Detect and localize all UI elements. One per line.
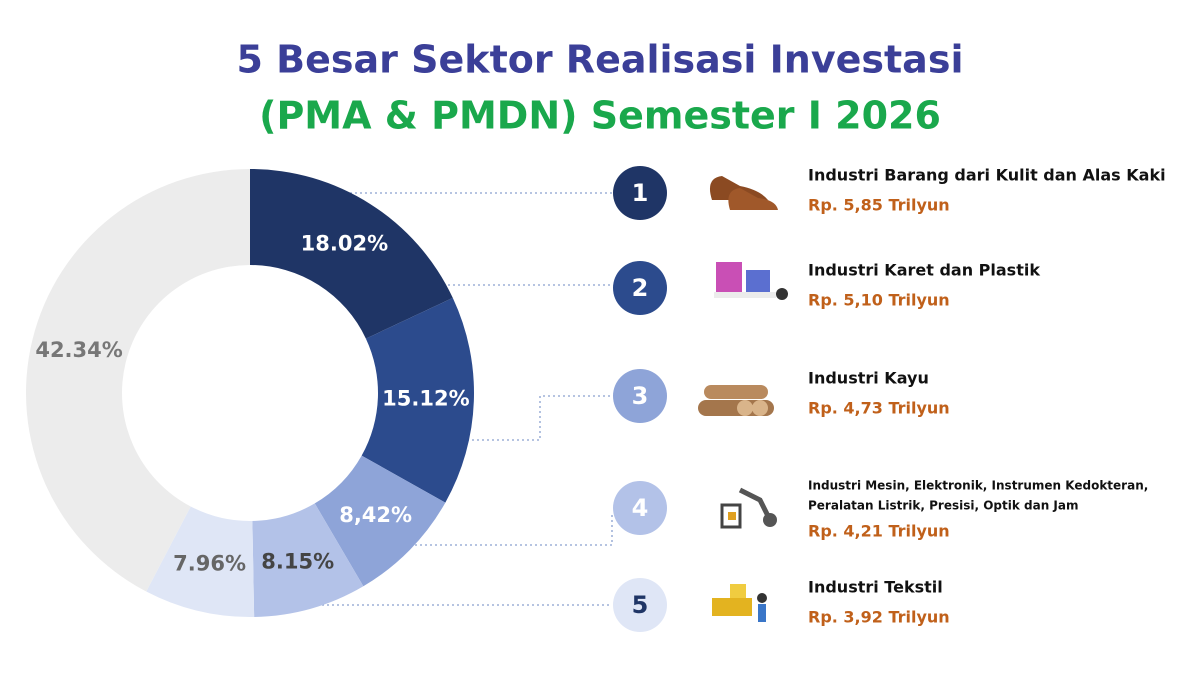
sector-amount: Rp. 4,21 Trilyun	[808, 522, 950, 541]
sector-name: Industri Kayu	[808, 369, 929, 388]
wood-icon	[698, 385, 774, 416]
rank-badge	[613, 261, 667, 315]
value-label: 8.15%	[261, 549, 334, 573]
sector-amount: Rp. 4,73 Trilyun	[808, 399, 950, 418]
donut-segment	[314, 455, 446, 587]
sector-name: Industri Tekstil	[808, 578, 943, 597]
donut-segment	[361, 297, 475, 503]
chart-title: 5 Besar Sektor Realisasi Investasi	[237, 38, 964, 82]
rank-number: 1	[632, 179, 649, 207]
icons	[698, 176, 788, 622]
donut-segment	[252, 503, 364, 617]
sector-amount: Rp. 5,10 Trilyun	[808, 291, 950, 310]
rank-badge	[613, 578, 667, 632]
sector-amount: Rp. 3,92 Trilyun	[808, 608, 950, 627]
connectors	[312, 192, 613, 606]
rank-number: 4	[632, 494, 649, 522]
value-label: 15.12%	[382, 386, 469, 410]
rank-number: 3	[632, 382, 649, 410]
chart-subtitle: (PMA & PMDN) Semester I 2026	[259, 94, 941, 138]
value-label: 7.96%	[173, 551, 246, 575]
rank-badge	[613, 166, 667, 220]
sector-name: Peralatan Listrik, Presisi, Optik dan Ja…	[808, 499, 1078, 513]
rank-badge	[613, 481, 667, 535]
textile-icon	[712, 584, 767, 622]
donut-segment	[250, 169, 453, 339]
value-label: 42.34%	[35, 338, 122, 362]
plastic-icon	[714, 262, 788, 300]
value-label: 18.02%	[301, 231, 388, 255]
sector-name: Industri Karet dan Plastik	[808, 261, 1040, 280]
rank-number: 2	[632, 274, 649, 302]
sector-name: Industri Barang dari Kulit dan Alas Kaki	[808, 166, 1166, 185]
sector-amount: Rp. 5,85 Trilyun	[808, 196, 950, 215]
connector	[462, 395, 612, 441]
rank-badge	[613, 369, 667, 423]
donut-segment	[146, 506, 255, 618]
connector	[400, 512, 613, 546]
shoe-icon	[709, 176, 778, 210]
rank-number: 5	[632, 591, 649, 619]
machine-icon	[720, 487, 777, 529]
donut-segment	[26, 169, 250, 592]
value-label: 8,42%	[339, 503, 412, 527]
sector-name: Industri Mesin, Elektronik, Instrumen Ke…	[808, 479, 1148, 493]
